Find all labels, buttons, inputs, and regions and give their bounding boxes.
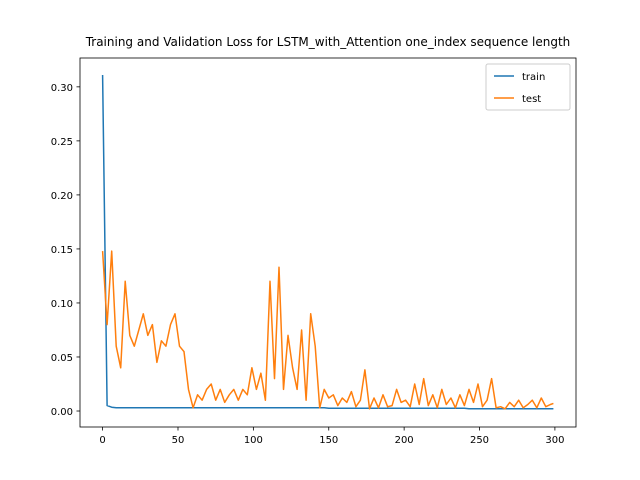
- x-tick-label: 300: [545, 435, 564, 446]
- line: [101, 74, 554, 410]
- line: [101, 250, 554, 410]
- legend-label: test: [522, 94, 541, 105]
- y-tick-label: 0.10: [51, 299, 73, 310]
- y-tick-label: 0.20: [51, 191, 73, 202]
- y-tick-label: 0.25: [51, 137, 73, 148]
- x-tick-label: 50: [172, 435, 185, 446]
- x-tick-label: 250: [470, 435, 489, 446]
- axes-frame: [79, 57, 577, 428]
- y-tick-label: 0.15: [51, 245, 73, 256]
- y-tick-label: 0.05: [51, 353, 73, 364]
- x-tick-label: 100: [244, 435, 263, 446]
- y-tick-label: 0.30: [51, 83, 73, 94]
- x-tick-label: 200: [395, 435, 414, 446]
- chart-title: Training and Validation Loss for LSTM_wi…: [85, 35, 571, 49]
- x-tick-label: 150: [319, 435, 338, 446]
- y-tick-label: 0.00: [51, 407, 73, 418]
- x-tick-label: 0: [99, 435, 105, 446]
- legend-label: train: [522, 72, 545, 83]
